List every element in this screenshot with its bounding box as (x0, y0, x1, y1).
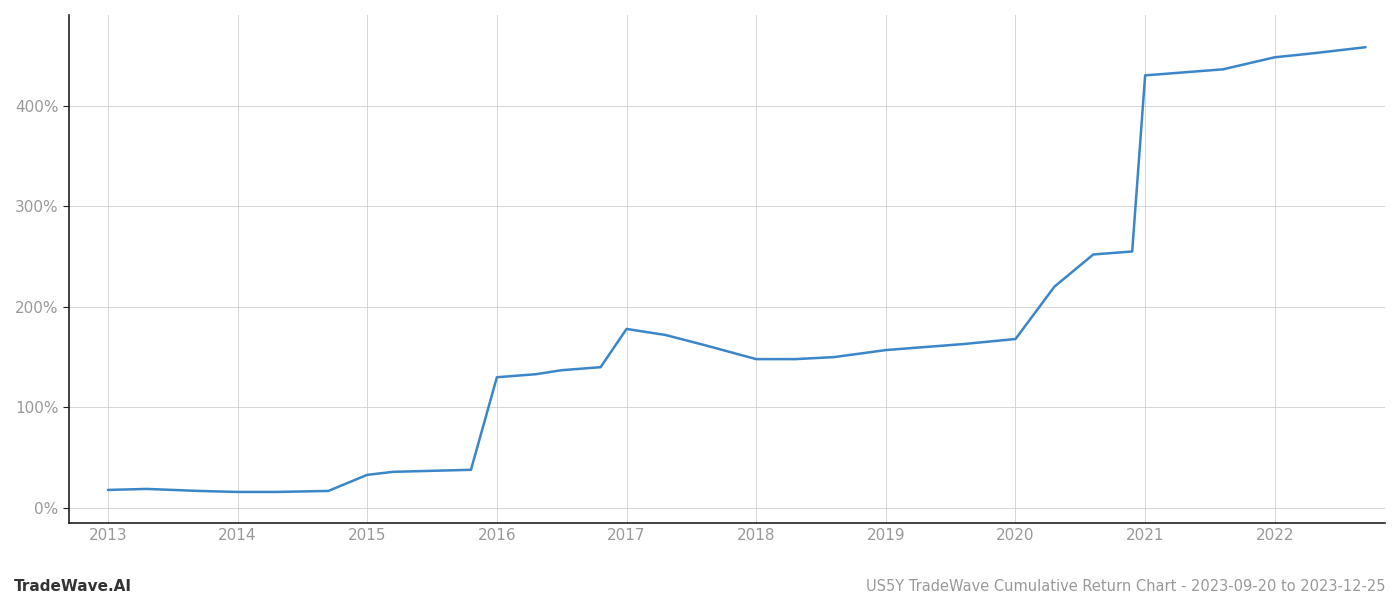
Text: US5Y TradeWave Cumulative Return Chart - 2023-09-20 to 2023-12-25: US5Y TradeWave Cumulative Return Chart -… (867, 579, 1386, 594)
Text: TradeWave.AI: TradeWave.AI (14, 579, 132, 594)
